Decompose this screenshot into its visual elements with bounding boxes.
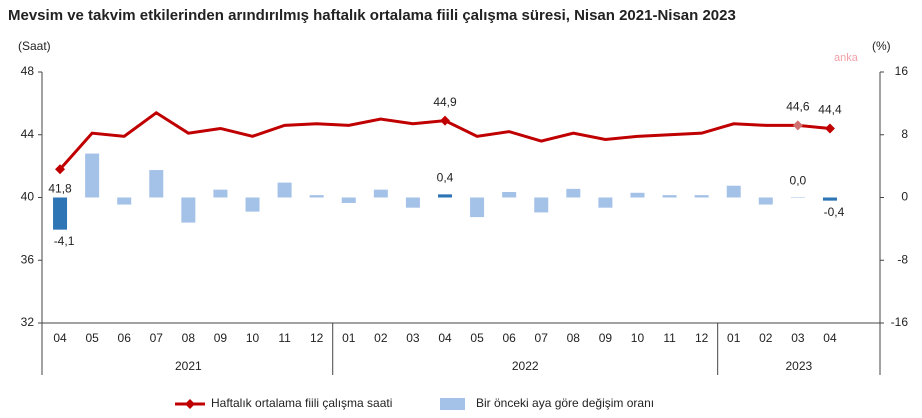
bar	[662, 195, 677, 198]
bar	[726, 185, 741, 198]
bar	[213, 189, 228, 198]
x-tick-label: 07	[150, 331, 164, 345]
line-marker	[824, 123, 835, 134]
bar	[630, 192, 645, 198]
bar	[822, 197, 837, 201]
group-label: 2023	[785, 359, 812, 373]
y-tick-label: 44	[21, 127, 35, 141]
y-tick-label: 48	[21, 64, 35, 78]
bar	[502, 192, 517, 198]
line-value-label: 41,8	[48, 181, 72, 195]
bar	[534, 197, 549, 213]
x-tick-label: 08	[182, 331, 196, 345]
x-tick-label: 09	[214, 331, 228, 345]
bar	[85, 153, 100, 198]
line-marker	[440, 115, 450, 126]
line-value-label: 44,4	[818, 103, 842, 117]
x-tick-label: 04	[438, 331, 452, 345]
x-tick-label: 06	[502, 331, 516, 345]
x-tick-label: 05	[85, 331, 99, 345]
x-tick-label: 10	[246, 331, 260, 345]
bar	[277, 182, 292, 198]
x-tick-label: 03	[406, 331, 420, 345]
line-value-label: 44,9	[433, 95, 457, 109]
x-tick-label: 01	[342, 331, 356, 345]
x-tick-label: 06	[118, 331, 132, 345]
group-label: 2022	[512, 359, 539, 373]
x-tick-label: 10	[631, 331, 645, 345]
y-tick-label: 32	[21, 315, 35, 329]
y2-tick-label: 8	[901, 127, 908, 141]
legend-label: Bir önceki aya göre değişim oranı	[476, 396, 654, 410]
y2-tick-label: 0	[901, 190, 908, 204]
x-tick-label: 12	[695, 331, 709, 345]
bar	[117, 197, 132, 205]
bar	[149, 170, 164, 198]
x-tick-label: 04	[823, 331, 837, 345]
legend-swatch	[185, 399, 195, 409]
bar-value-label: 0,4	[437, 171, 454, 185]
bar-value-label: -4,1	[54, 234, 75, 248]
bar	[438, 194, 452, 198]
y-tick-label: 36	[21, 252, 35, 266]
x-tick-label: 07	[535, 331, 549, 345]
x-tick-label: 02	[374, 331, 388, 345]
bar	[181, 197, 196, 223]
bar	[470, 197, 485, 218]
bar-value-label: -0,4	[824, 205, 845, 219]
bar	[309, 195, 324, 198]
x-tick-label: 02	[759, 331, 773, 345]
bar	[790, 197, 805, 198]
legend-swatch	[440, 398, 465, 410]
group-label: 2021	[175, 359, 202, 373]
x-tick-label: 09	[599, 331, 613, 345]
bar	[405, 197, 420, 208]
y-axis-label: (Saat)	[18, 39, 51, 53]
x-tick-label: 11	[278, 331, 291, 345]
watermark: anka	[834, 52, 859, 64]
bar-value-label: 0,0	[790, 174, 807, 188]
x-tick-label: 05	[470, 331, 484, 345]
x-tick-label: 01	[727, 331, 741, 345]
bar	[373, 189, 388, 198]
bar	[53, 197, 68, 230]
y-tick-label: 40	[21, 190, 35, 204]
legend-label: Haftalık ortalama fiili çalışma saati	[211, 396, 392, 410]
x-tick-label: 03	[791, 331, 805, 345]
x-tick-label: 04	[53, 331, 67, 345]
bar	[598, 197, 613, 208]
x-tick-label: 08	[567, 331, 581, 345]
chart-title: Mevsim ve takvim etkilerinden arındırılm…	[8, 7, 736, 24]
y2-tick-label: -16	[891, 315, 909, 329]
bar	[341, 197, 356, 203]
x-tick-label: 12	[310, 331, 324, 345]
bar	[566, 188, 581, 198]
bar	[245, 197, 260, 212]
line-marker	[55, 164, 66, 175]
y2-tick-label: -8	[897, 252, 908, 266]
y2-tick-label: 16	[895, 64, 909, 78]
bar	[694, 195, 709, 198]
line-value-label: 44,6	[786, 100, 810, 114]
y2-axis-label: (%)	[872, 39, 891, 53]
line-marker	[792, 120, 803, 131]
bar	[758, 197, 773, 205]
x-tick-label: 11	[663, 331, 676, 345]
